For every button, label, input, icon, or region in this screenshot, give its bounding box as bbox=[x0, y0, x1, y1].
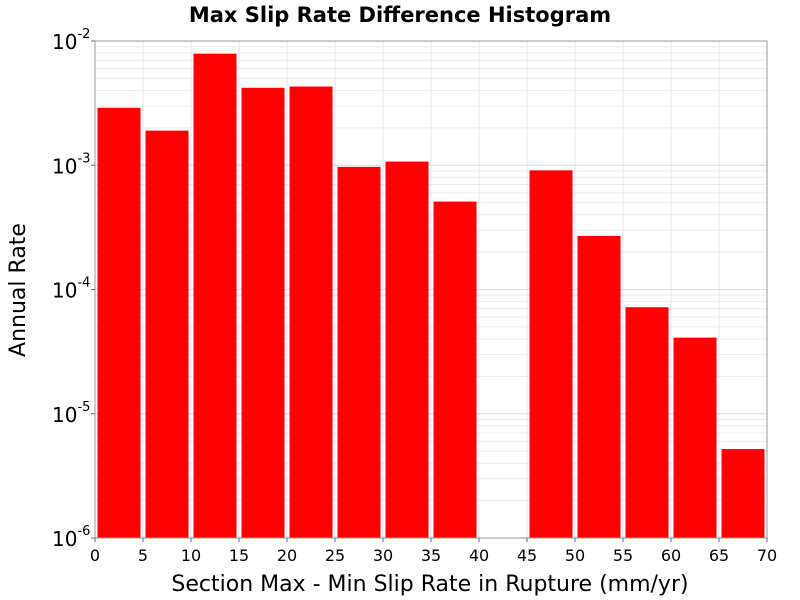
y-axis-label: Annual Rate bbox=[6, 223, 31, 357]
bar-50-55 bbox=[577, 235, 621, 538]
x-axis-label: Section Max - Min Slip Rate in Rupture (… bbox=[171, 572, 688, 597]
x-tick-label-45: 45 bbox=[517, 546, 537, 565]
y-axis-ticks: 10-6 10-5 10-4 10-3 10-2 bbox=[52, 27, 95, 551]
x-tick-label-5: 5 bbox=[138, 546, 148, 565]
bar-60-65 bbox=[673, 337, 717, 538]
y-tick-label--5: 10-5 bbox=[52, 400, 90, 427]
bar-35-40 bbox=[433, 201, 477, 538]
x-tick-label-10: 10 bbox=[181, 546, 201, 565]
bar-55-60 bbox=[625, 307, 669, 538]
x-tick-label-0: 0 bbox=[90, 546, 100, 565]
x-tick-label-20: 20 bbox=[277, 546, 297, 565]
x-tick-label-70: 70 bbox=[757, 546, 777, 565]
y-tick-label--6: 10-6 bbox=[52, 524, 90, 551]
chart-title: Max Slip Rate Difference Histogram bbox=[189, 3, 611, 27]
bar-25-30 bbox=[337, 166, 381, 538]
bar-20-25 bbox=[289, 86, 333, 539]
y-tick-label--3: 10-3 bbox=[52, 151, 90, 178]
x-tick-label-35: 35 bbox=[421, 546, 441, 565]
x-tick-label-25: 25 bbox=[325, 546, 345, 565]
y-tick-label--4: 10-4 bbox=[52, 276, 90, 303]
bar-5-10 bbox=[145, 130, 189, 538]
bar-0-5 bbox=[97, 107, 141, 538]
x-tick-label-15: 15 bbox=[229, 546, 249, 565]
x-tick-label-60: 60 bbox=[661, 546, 681, 565]
bar-15-20 bbox=[241, 87, 285, 538]
x-tick-label-50: 50 bbox=[565, 546, 585, 565]
bar-45-50 bbox=[529, 170, 573, 538]
y-tick-label--2: 10-2 bbox=[52, 27, 90, 54]
bar-65-70 bbox=[721, 449, 765, 538]
x-tick-label-65: 65 bbox=[709, 546, 729, 565]
bar-10-15 bbox=[193, 53, 237, 538]
bars bbox=[97, 53, 765, 539]
x-tick-label-40: 40 bbox=[469, 546, 489, 565]
bar-30-35 bbox=[385, 161, 429, 538]
x-tick-label-55: 55 bbox=[613, 546, 633, 565]
x-axis-ticks: 0 5 10 15 20 25 30 35 40 45 50 55 60 65 70 bbox=[90, 538, 777, 565]
x-tick-label-30: 30 bbox=[373, 546, 393, 565]
